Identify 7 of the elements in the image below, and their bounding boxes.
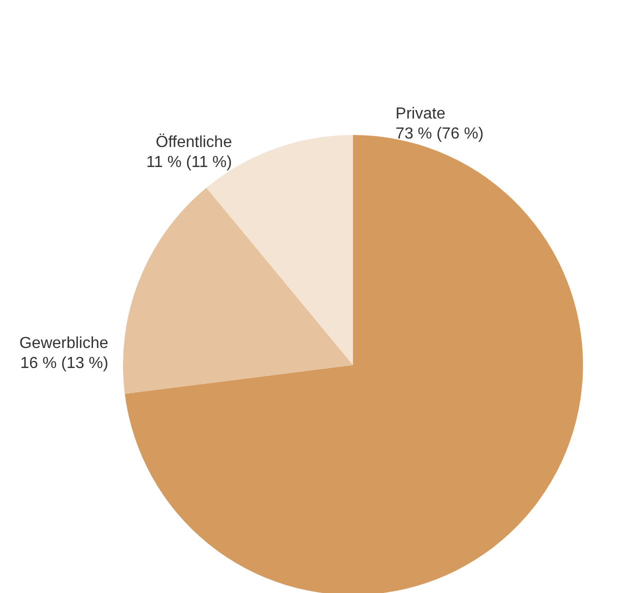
data-label: 11 % (11 %): [146, 154, 232, 171]
slice-label: Gewerbliche: [19, 335, 108, 352]
slice-label: Öffentliche: [156, 132, 232, 151]
slice-label: Private: [396, 106, 446, 123]
data-label: 73 % (76 %): [396, 126, 484, 143]
pie-slice: [123, 188, 353, 394]
data-label: 16 % (13 %): [20, 355, 108, 372]
